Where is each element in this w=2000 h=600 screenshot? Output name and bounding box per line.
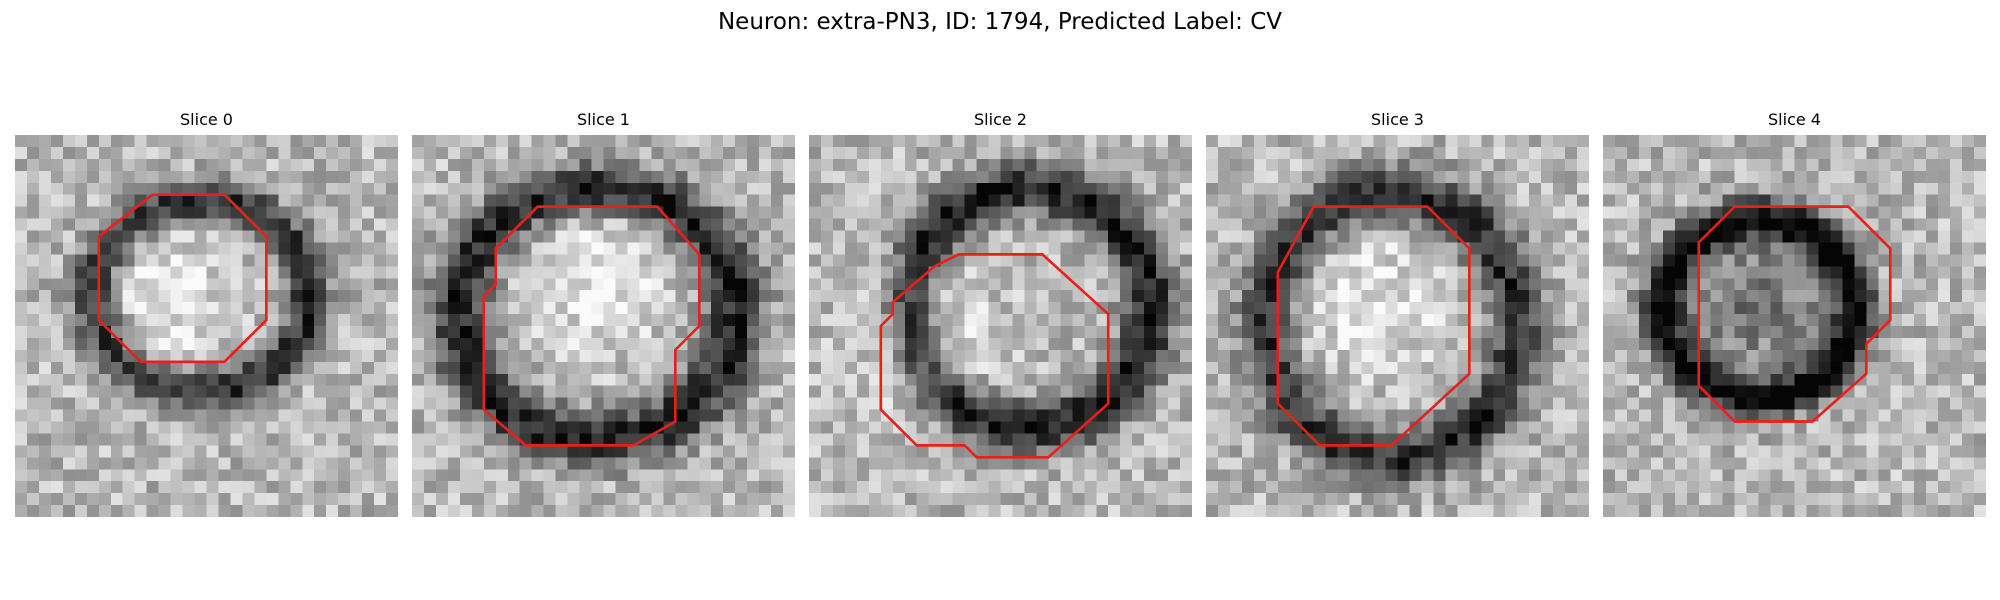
slice-panel-0: Slice 0 xyxy=(15,109,398,517)
slice-pixels xyxy=(809,135,1192,517)
contour-outline xyxy=(1276,205,1471,447)
slice-pixels xyxy=(412,135,795,517)
contour-outline xyxy=(482,205,701,447)
slice-label: Slice 0 xyxy=(180,110,233,129)
slice-pixels xyxy=(1603,135,1986,517)
slice-panel-1: Slice 1 xyxy=(412,109,795,517)
contour-outline xyxy=(1697,205,1892,423)
slice-pixels xyxy=(15,135,398,517)
slice-panel-2: Slice 2 xyxy=(809,109,1192,517)
slice-label: Slice 1 xyxy=(577,110,630,129)
slice-label: Slice 3 xyxy=(1371,110,1424,129)
slice-label: Slice 2 xyxy=(974,110,1027,129)
slice-image xyxy=(412,135,795,517)
contour-outline xyxy=(97,193,268,364)
slice-image xyxy=(1206,135,1589,517)
slice-image xyxy=(809,135,1192,517)
slice-image xyxy=(15,135,398,517)
contour-outline xyxy=(879,253,1110,459)
slice-image xyxy=(1603,135,1986,517)
slice-panel-3: Slice 3 xyxy=(1206,109,1589,517)
slice-label: Slice 4 xyxy=(1768,110,1821,129)
figure-title: Neuron: extra-PN3, ID: 1794, Predicted L… xyxy=(717,9,1283,35)
slice-panel-4: Slice 4 xyxy=(1603,109,1986,517)
slice-pixels xyxy=(1206,135,1589,517)
